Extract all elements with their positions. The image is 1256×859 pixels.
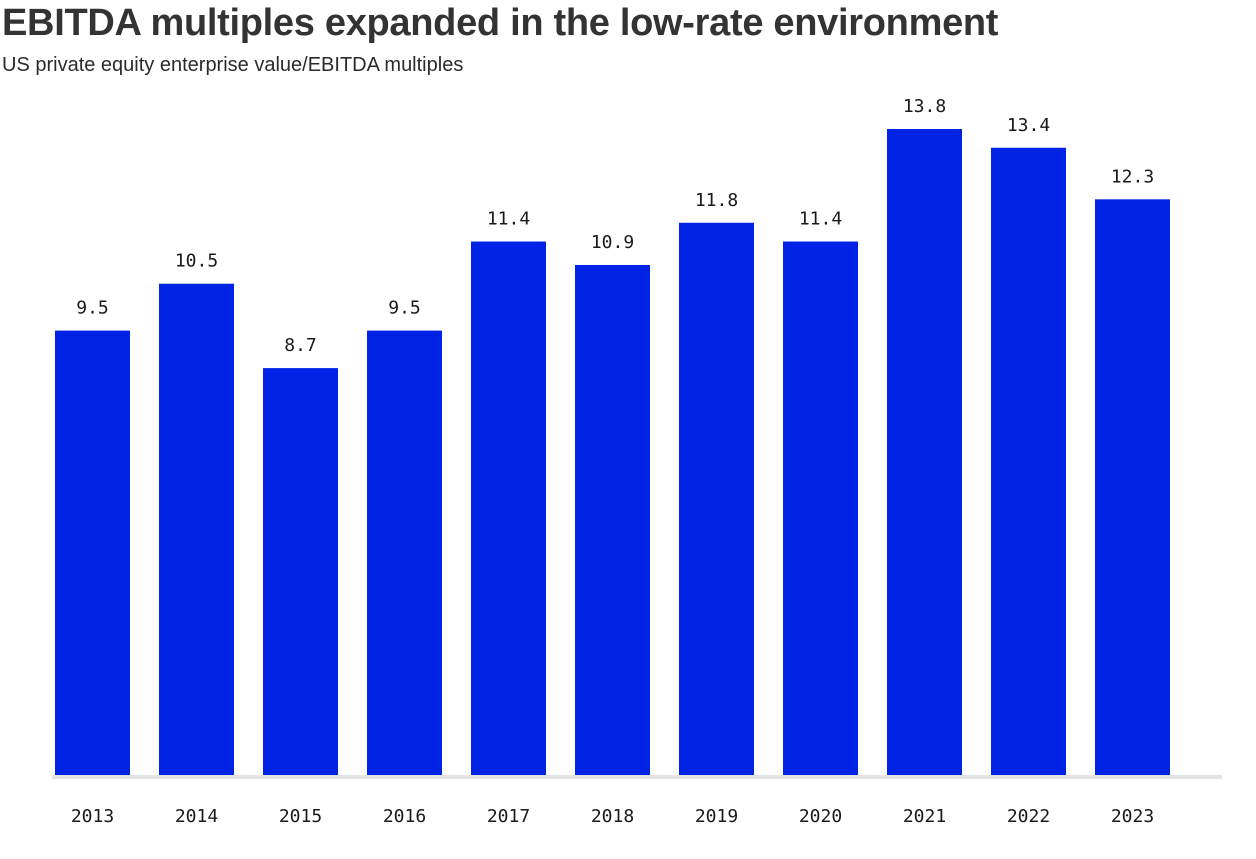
value-label-2018: 10.9 <box>591 232 634 253</box>
chart-title: EBITDA multiples expanded in the low-rat… <box>2 2 999 44</box>
bar-2019 <box>679 222 754 776</box>
x-tick-label-2014: 2014 <box>175 806 218 827</box>
x-tick-label-2017: 2017 <box>487 806 530 827</box>
value-label-2023: 12.3 <box>1111 166 1154 187</box>
bar-2013 <box>55 330 130 776</box>
value-label-2016: 9.5 <box>388 298 421 319</box>
value-label-2015: 8.7 <box>284 335 317 356</box>
x-tick-label-2023: 2023 <box>1111 806 1154 827</box>
value-label-2020: 11.4 <box>799 209 842 230</box>
bar-2021 <box>887 129 962 776</box>
bar-2023 <box>1095 199 1170 777</box>
value-label-2013: 9.5 <box>76 298 109 319</box>
bar-2015 <box>263 368 338 776</box>
bar-2022 <box>991 147 1066 777</box>
bar-2017 <box>471 241 546 777</box>
value-label-2021: 13.8 <box>903 96 946 117</box>
x-tick-label-2019: 2019 <box>695 806 738 827</box>
bar-2016 <box>367 330 442 776</box>
tick-labels-layer: 2013 2014 2015 2016 2017 2018 2019 2020 2021 2022… <box>71 806 1154 827</box>
x-tick-label-2021: 2021 <box>903 806 946 827</box>
bar-2020 <box>783 241 858 777</box>
x-tick-label-2020: 2020 <box>799 806 842 827</box>
x-tick-label-2022: 2022 <box>1007 806 1050 827</box>
x-tick-label-2013: 2013 <box>71 806 114 827</box>
bar-2014 <box>159 283 234 776</box>
value-labels-layer: 9.5 10.5 8.7 9.5 11.4 10.9 11.8 11.4 13.8 13.4 12.… <box>76 96 1154 356</box>
chart-subtitle: US private equity enterprise value/EBITD… <box>2 54 464 76</box>
bars-layer <box>55 129 1170 777</box>
x-tick-label-2018: 2018 <box>591 806 634 827</box>
value-label-2022: 13.4 <box>1007 115 1050 136</box>
value-label-2017: 11.4 <box>487 209 530 230</box>
bar-2018 <box>575 264 650 776</box>
value-label-2019: 11.8 <box>695 190 738 211</box>
x-tick-label-2016: 2016 <box>383 806 426 827</box>
x-tick-label-2015: 2015 <box>279 806 322 827</box>
value-label-2014: 10.5 <box>175 251 218 272</box>
